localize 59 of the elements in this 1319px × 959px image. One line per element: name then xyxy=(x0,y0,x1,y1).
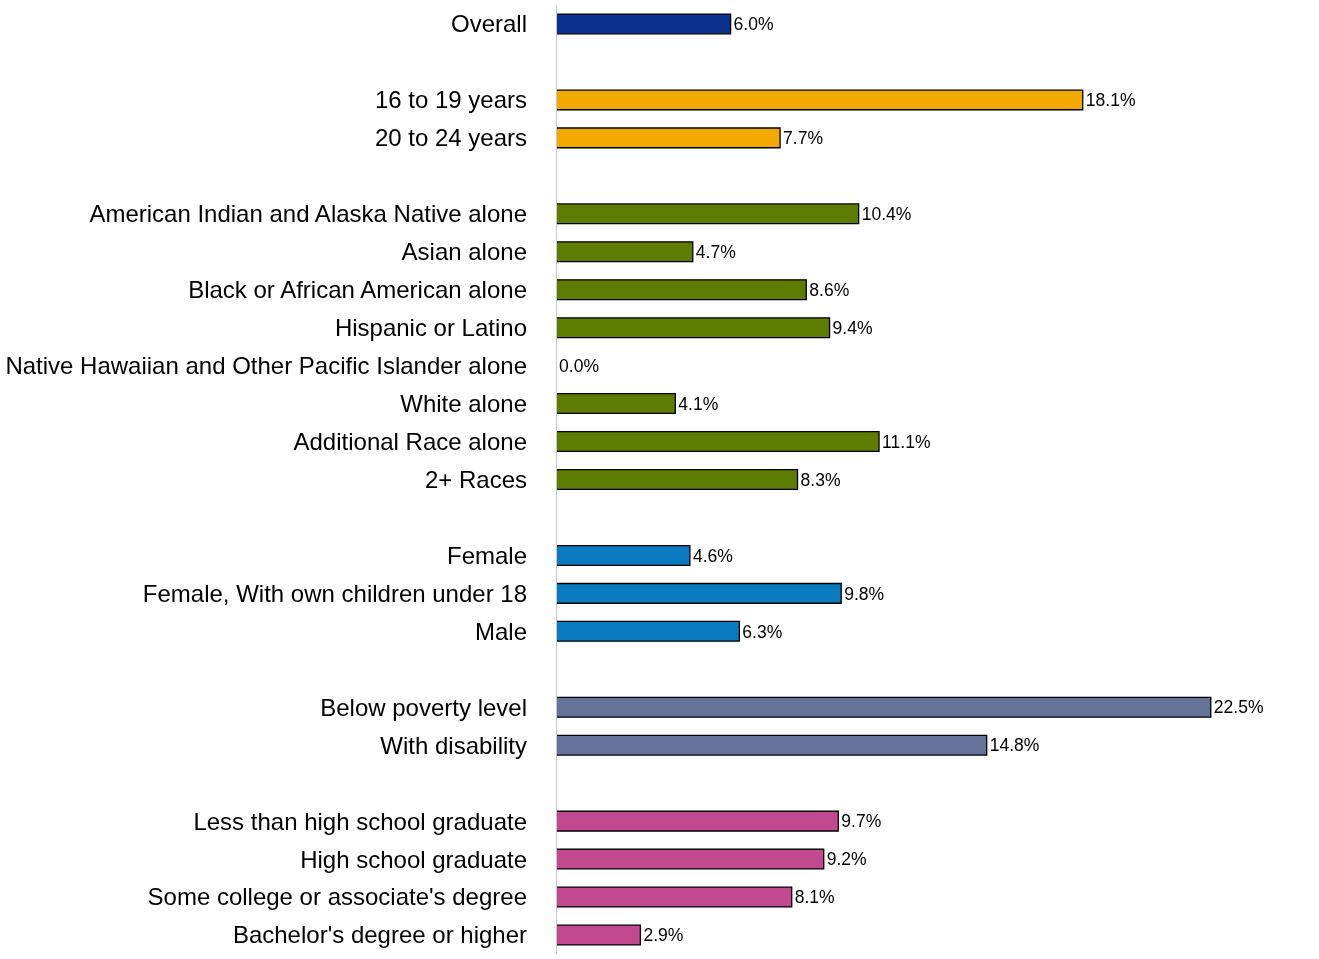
bar xyxy=(556,696,1212,718)
data-label: 11.1% xyxy=(882,431,931,452)
y-tick-label: With disability xyxy=(380,731,527,759)
bar xyxy=(556,89,1084,111)
y-tick-label: Some college or associate's degree xyxy=(147,883,527,911)
data-label: 6.3% xyxy=(742,621,783,642)
data-label: 9.7% xyxy=(841,811,882,832)
y-tick-label: American Indian and Alaska Native alone xyxy=(89,200,527,228)
y-tick-label: Below poverty level xyxy=(320,693,527,721)
y-tick-label: Female xyxy=(446,541,527,569)
bar xyxy=(556,848,825,870)
data-label: 8.1% xyxy=(794,887,835,908)
bar xyxy=(556,431,880,453)
y-tick-label: Additional Race alone xyxy=(293,427,527,455)
y-tick-label: White alone xyxy=(400,389,527,417)
data-label: 9.2% xyxy=(826,849,867,870)
y-tick-label: 20 to 24 years xyxy=(374,124,527,152)
bar xyxy=(556,241,694,263)
bar xyxy=(556,203,860,225)
data-label: 10.4% xyxy=(861,203,912,224)
data-label: 2.9% xyxy=(643,925,684,946)
bar xyxy=(556,810,839,832)
data-label: 8.3% xyxy=(800,469,841,490)
bar xyxy=(556,393,676,415)
data-label: 14.8% xyxy=(989,735,1040,756)
data-label: 18.1% xyxy=(1085,90,1136,111)
y-tick-label: Bachelor's degree or higher xyxy=(232,921,528,949)
y-tick-label: Asian alone xyxy=(401,238,527,266)
y-tick-label: 2+ Races xyxy=(424,465,527,493)
y-tick-label: Female, With own children under 18 xyxy=(142,579,527,607)
data-label: 4.1% xyxy=(678,393,719,414)
data-label: 8.6% xyxy=(809,279,850,300)
y-tick-label: Male xyxy=(474,617,527,645)
y-tick-label: Less than high school graduate xyxy=(193,807,527,835)
bar xyxy=(556,468,799,491)
y-tick-label: Hispanic or Latino xyxy=(334,314,527,342)
data-label: 9.4% xyxy=(832,317,873,338)
bar xyxy=(556,127,781,149)
bar xyxy=(556,620,740,642)
bar xyxy=(556,279,807,301)
bar xyxy=(556,886,793,908)
bar xyxy=(556,544,691,566)
y-tick-label: Black or African American alone xyxy=(188,276,527,304)
y-tick-label: Overall xyxy=(450,10,527,38)
y-tick-label: High school graduate xyxy=(300,845,527,873)
data-label: 6.0% xyxy=(733,14,774,35)
y-tick-label: 16 to 19 years xyxy=(374,86,527,114)
bar xyxy=(556,317,831,339)
data-label: 7.7% xyxy=(783,128,824,149)
bar xyxy=(556,734,988,756)
data-label: 4.7% xyxy=(695,241,736,262)
data-label: 22.5% xyxy=(1213,697,1264,718)
bar xyxy=(556,582,842,604)
bar xyxy=(556,13,732,35)
bar xyxy=(556,924,642,946)
data-label: 4.6% xyxy=(692,545,733,566)
data-label: 9.8% xyxy=(844,583,885,604)
y-tick-label: Native Hawaiian and Other Pacific Islander alone xyxy=(5,352,527,380)
data-label: 0.0% xyxy=(559,355,599,376)
